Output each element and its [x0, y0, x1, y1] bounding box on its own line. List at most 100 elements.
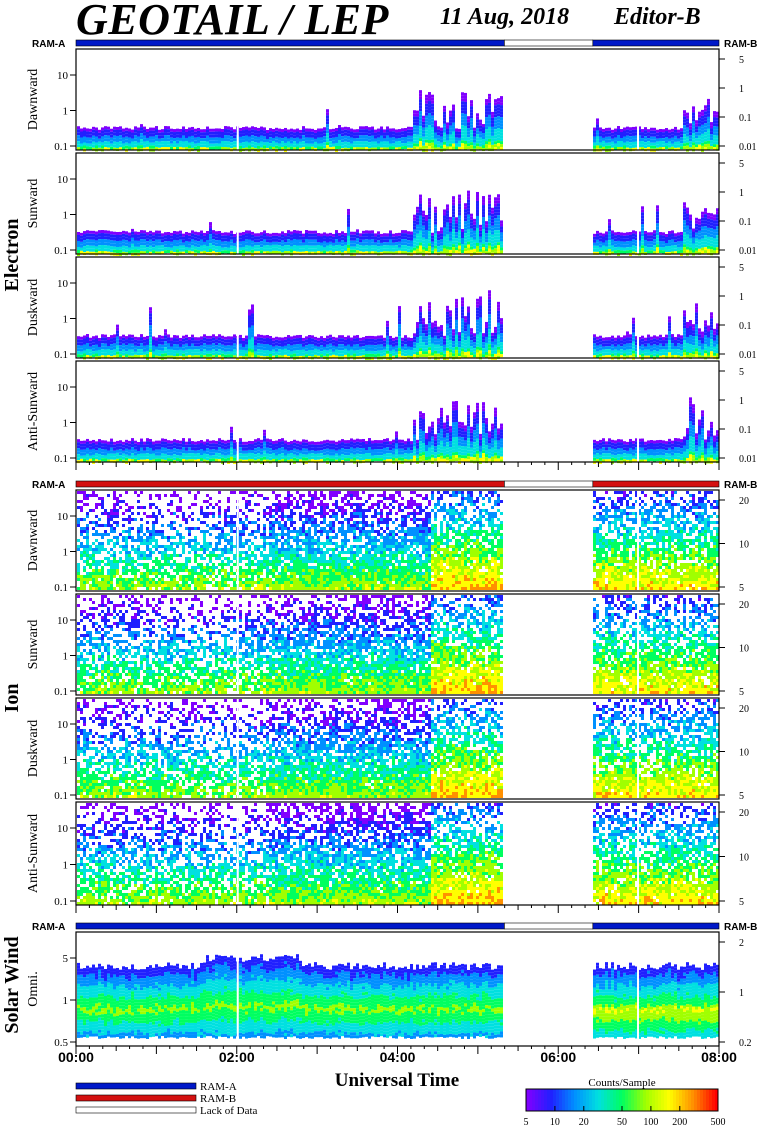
electron-dawnward-panel-cell	[77, 126, 80, 129]
electron-sunward-panel-cell	[467, 251, 470, 254]
electron-sunward-panel-cell	[290, 243, 293, 246]
electron-dawnward-panel-cell	[482, 127, 485, 130]
electron-sunward-panel-cell	[491, 241, 494, 244]
electron-dawnward-panel-cell	[434, 139, 437, 142]
electron-sunward-panel-cell	[188, 233, 191, 236]
electron-sunward-panel-cell	[455, 220, 458, 223]
electron-sunward-panel-cell	[353, 241, 356, 244]
electron-duskward-panel-cell	[188, 340, 191, 343]
electron-dawnward-panel-cell	[353, 141, 356, 144]
electron-sunward-panel-cell	[173, 240, 176, 243]
electron-sunward-panel-cell	[350, 235, 353, 238]
electron-dawnward-panel-cell	[623, 143, 626, 146]
electron-dawnward-panel-cell	[479, 141, 482, 144]
electron-sunward-panel-cell	[185, 250, 188, 253]
electron-dawnward-panel-cell	[488, 142, 491, 145]
electron-dawnward-panel-cell	[497, 125, 500, 128]
electron-dawnward-panel-cell	[482, 133, 485, 136]
electron-sunward-panel-cell	[452, 223, 455, 226]
electron-sunward-panel-cell	[233, 237, 236, 240]
electron-duskward-panel-cell	[275, 337, 278, 340]
electron-dawnward-panel-cell	[101, 136, 104, 139]
electron-dawnward-panel-cell	[272, 132, 275, 135]
electron-dawnward-panel-cell	[344, 139, 347, 142]
electron-sunward-panel-cell	[491, 208, 494, 211]
electron-dawnward-panel-cell	[224, 126, 227, 129]
electron-sunward-panel-cell	[494, 203, 497, 206]
electron-dawnward-panel-cell	[80, 140, 83, 143]
electron-dawnward-panel-cell	[473, 146, 476, 149]
electron-sunward-panel-cell	[314, 234, 317, 237]
electron-duskward-panel-cell	[467, 312, 470, 315]
electron-duskward-panel-cell	[335, 344, 338, 347]
electron-sunward-panel-cell	[149, 234, 152, 237]
electron-sunward-panel-cell	[356, 232, 359, 235]
electron-sunward-panel-cell	[479, 234, 482, 237]
electron-duskward-panel-cell	[155, 347, 158, 350]
electron-sunward-panel-cell	[662, 232, 665, 235]
electron-sunward-panel-cell	[419, 243, 422, 246]
electron-duskward-panel-cell	[113, 343, 116, 346]
electron-sunward-panel-cell	[302, 246, 305, 249]
electron-dawnward-panel-cell	[155, 144, 158, 147]
electron-sunward-panel-cell	[167, 235, 170, 238]
electron-sunward-panel-cell	[656, 235, 659, 238]
electron-duskward-panel-cell	[284, 352, 287, 355]
electron-sunward-panel-cell	[314, 231, 317, 234]
electron-duskward-panel-cell	[80, 352, 83, 355]
electron-duskward-panel-cell	[344, 349, 347, 352]
electron-sunward-panel-cell	[239, 233, 242, 236]
electron-dawnward-panel-cell	[470, 127, 473, 130]
electron-sunward-panel-cell	[425, 242, 428, 245]
electron-sunward-panel-cell	[86, 236, 89, 239]
electron-sunward-panel-cell	[134, 250, 137, 253]
electron-duskward-panel-cell	[152, 339, 155, 342]
electron-dawnward-panel-cell	[155, 135, 158, 138]
electron-sunward-panel-cell	[713, 241, 716, 244]
electron-dawnward-panel-cell	[224, 132, 227, 135]
electron-dawnward-panel-cell	[671, 147, 674, 150]
electron-dawnward-panel-cell	[227, 126, 230, 129]
electron-dawnward-panel-cell	[683, 119, 686, 122]
electron-dawnward-panel-cell	[494, 144, 497, 147]
electron-sunward-panel-cell	[698, 231, 701, 234]
electron-dawnward-panel-cell	[269, 146, 272, 149]
electron-dawnward-panel-cell	[416, 111, 419, 114]
electron-sunward-panel-cell	[353, 235, 356, 238]
electron-dawnward-panel-cell	[290, 129, 293, 132]
electron-duskward-panel-cell	[377, 342, 380, 345]
electron-duskward-panel-cell	[455, 329, 458, 332]
electron-duskward-panel-cell	[353, 348, 356, 351]
electron-duskward-panel-cell	[290, 351, 293, 354]
electron-sunward-panel-cell	[248, 249, 251, 252]
electron-sunward-panel-cell	[674, 236, 677, 239]
electron-duskward-panel-cell	[332, 343, 335, 346]
electron-sunward-panel-cell	[476, 216, 479, 219]
electron-sunward-panel-cell	[428, 240, 431, 243]
electron-dawnward-panel-cell	[500, 96, 503, 99]
electron-dawnward-panel-cell	[611, 133, 614, 136]
electron-sunward-panel-cell	[188, 239, 191, 242]
electron-sunward-panel-cell	[668, 231, 671, 234]
electron-sunward-panel-cell	[413, 251, 416, 254]
electron-dawnward-panel-cell	[689, 132, 692, 135]
electron-sunward-panel-cell	[494, 227, 497, 230]
electron-duskward-panel-cell	[86, 337, 89, 340]
electron-dawnward-panel-cell	[116, 142, 119, 145]
electron-sunward-panel-cell	[311, 234, 314, 237]
electron-dawnward-panel-cell	[269, 134, 272, 137]
electron-dawnward-panel-cell	[245, 145, 248, 148]
electron-dawnward-panel-cell	[86, 140, 89, 143]
electron-dawnward-panel-cell	[671, 129, 674, 132]
electron-dawnward-panel-cell	[371, 142, 374, 145]
electron-dawnward-panel-cell	[485, 126, 488, 129]
electron-dawnward-panel-cell	[287, 144, 290, 147]
electron-sunward-panel-cell	[119, 250, 122, 253]
electron-sunward-panel-cell	[332, 249, 335, 252]
electron-duskward-panel-cell	[191, 341, 194, 344]
electron-sunward-panel-cell	[278, 242, 281, 245]
electron-dawnward-panel-cell	[425, 104, 428, 107]
electron-duskward-panel-cell	[101, 340, 104, 343]
electron-dawnward-panel-cell	[323, 127, 326, 130]
electron-dawnward-panel-cell	[377, 132, 380, 135]
